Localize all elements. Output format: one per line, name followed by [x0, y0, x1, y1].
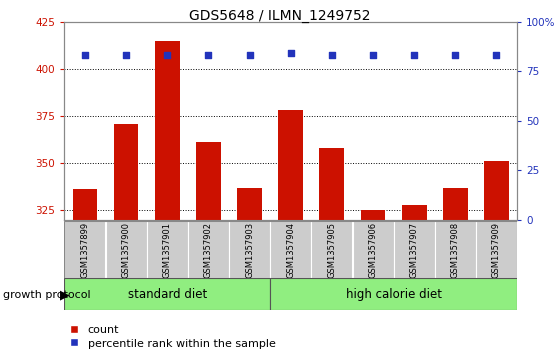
Bar	[106, 221, 146, 278]
Bar	[484, 161, 509, 220]
Bar	[196, 142, 221, 220]
Bar	[311, 221, 352, 278]
Text: GSM1357901: GSM1357901	[163, 221, 172, 278]
Text: GSM1357906: GSM1357906	[368, 221, 377, 278]
Bar	[155, 41, 179, 220]
Bar	[394, 221, 435, 278]
Bar	[476, 221, 517, 278]
Bar	[113, 123, 139, 220]
Bar	[402, 204, 427, 220]
Text: ▶: ▶	[60, 288, 70, 301]
Point	[410, 53, 419, 58]
Point	[328, 53, 337, 58]
Bar	[229, 221, 270, 278]
Point	[204, 53, 213, 58]
Bar	[320, 148, 344, 220]
Point	[245, 53, 254, 58]
Text: GSM1357903: GSM1357903	[245, 221, 254, 278]
Text: GSM1357905: GSM1357905	[328, 221, 337, 278]
Point	[492, 53, 501, 58]
Text: growth protocol: growth protocol	[3, 290, 91, 300]
Text: GSM1357908: GSM1357908	[451, 221, 460, 278]
Legend: count, percentile rank within the sample: count, percentile rank within the sample	[70, 325, 276, 348]
Text: GSM1357902: GSM1357902	[204, 221, 213, 278]
Point	[121, 53, 130, 58]
Text: GSM1357904: GSM1357904	[286, 221, 295, 278]
Point	[286, 50, 295, 56]
Point	[368, 53, 377, 58]
Text: GSM1357907: GSM1357907	[410, 221, 419, 278]
Point	[80, 53, 89, 58]
Bar	[64, 278, 270, 310]
Text: GSM1357900: GSM1357900	[121, 221, 131, 278]
Text: GSM1357899: GSM1357899	[80, 221, 89, 278]
Bar	[146, 221, 188, 278]
Bar	[237, 188, 262, 220]
Bar	[73, 189, 97, 220]
Bar	[353, 221, 394, 278]
Text: high calorie diet: high calorie diet	[345, 287, 442, 301]
Bar	[443, 188, 468, 220]
Bar	[270, 278, 517, 310]
Point	[163, 53, 172, 58]
Bar	[361, 210, 385, 220]
Text: standard diet: standard diet	[127, 287, 207, 301]
Point	[451, 53, 460, 58]
Bar	[435, 221, 476, 278]
Bar	[270, 221, 311, 278]
Bar	[278, 110, 303, 220]
Text: GDS5648 / ILMN_1249752: GDS5648 / ILMN_1249752	[189, 9, 370, 23]
Bar	[64, 221, 105, 278]
Bar	[188, 221, 229, 278]
Text: GSM1357909: GSM1357909	[492, 221, 501, 278]
